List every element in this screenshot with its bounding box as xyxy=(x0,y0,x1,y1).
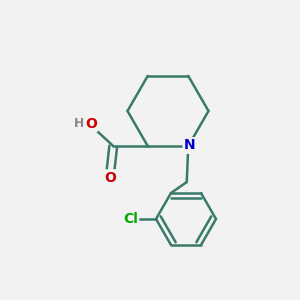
Text: Cl: Cl xyxy=(123,212,138,226)
Text: O: O xyxy=(104,171,116,184)
Text: H: H xyxy=(74,117,84,130)
Text: N: N xyxy=(184,139,196,152)
Text: O: O xyxy=(85,117,97,130)
